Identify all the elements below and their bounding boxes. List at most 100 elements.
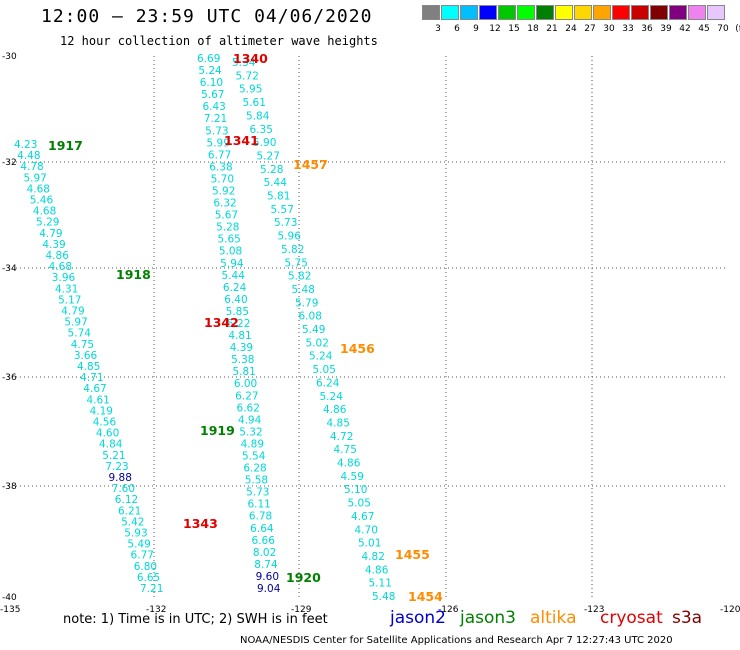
satellite-name: jason3 bbox=[460, 608, 516, 628]
swh-value: 5.17 bbox=[58, 294, 81, 306]
swh-value: 7.21 bbox=[140, 583, 163, 595]
swh-value: 4.39 bbox=[230, 342, 253, 354]
swh-value: 6.00 bbox=[234, 378, 257, 390]
swh-value: 5.67 bbox=[201, 89, 224, 101]
swh-value: 6.38 bbox=[209, 161, 232, 173]
swh-value: 5.84 bbox=[246, 110, 270, 122]
swh-value: 4.89 bbox=[241, 438, 264, 450]
swh-value: 6.35 bbox=[250, 124, 273, 136]
swh-value: 5.97 bbox=[64, 317, 87, 329]
swh-value: 6.24 bbox=[316, 377, 340, 389]
swh-value: 5.93 bbox=[124, 528, 147, 540]
swh-value: 5.58 bbox=[245, 475, 268, 487]
swh-value: 5.99 bbox=[207, 137, 230, 149]
swh-value: 4.60 bbox=[96, 428, 119, 440]
swh-value: 6.12 bbox=[115, 494, 138, 506]
legend-swatch bbox=[593, 5, 611, 20]
swh-value: 5.24 bbox=[198, 65, 222, 77]
swh-value: 6.11 bbox=[247, 499, 270, 511]
swh-value: 6.21 bbox=[118, 505, 141, 517]
lat-tick-label: -34 bbox=[2, 264, 17, 274]
legend-swatch bbox=[460, 5, 478, 20]
legend-swatch bbox=[536, 5, 554, 20]
pass-time-label: 1457 bbox=[293, 157, 328, 172]
swh-value: 4.84 bbox=[99, 439, 123, 451]
lat-tick-label: -32 bbox=[2, 158, 17, 168]
swh-value: 4.39 bbox=[42, 239, 65, 251]
legend-swatch bbox=[574, 5, 592, 20]
swh-value: 8.02 bbox=[253, 547, 276, 559]
swh-value: 9.04 bbox=[257, 583, 281, 595]
pass-time-label: 1920 bbox=[286, 570, 321, 585]
legend-label: 15 bbox=[508, 24, 520, 34]
swh-value: 5.57 bbox=[271, 204, 294, 216]
swh-value: 5.48 bbox=[292, 284, 315, 296]
swh-value: 4.31 bbox=[55, 283, 78, 295]
lat-tick-label: -36 bbox=[2, 373, 17, 383]
swh-value: 7.60 bbox=[112, 483, 135, 495]
swh-value: 5.70 bbox=[211, 173, 234, 185]
pass-time-label: 1341 bbox=[224, 133, 259, 148]
swh-value: 4.79 bbox=[61, 306, 84, 318]
swh-value: 5.08 bbox=[219, 246, 242, 258]
swh-value: 5.22 bbox=[227, 318, 250, 330]
swh-value: 4.67 bbox=[83, 383, 106, 395]
swh-value: 6.78 bbox=[249, 511, 272, 523]
lon-tick-label: -126 bbox=[438, 605, 459, 615]
swh-value: 5.38 bbox=[231, 354, 254, 366]
swh-value: 5.49 bbox=[127, 539, 150, 551]
legend-label: 27 bbox=[584, 24, 596, 34]
satellite-name: altika bbox=[530, 608, 577, 628]
swh-value: 6.08 bbox=[299, 311, 322, 323]
swh-value: 6.77 bbox=[208, 149, 231, 161]
swh-value: 5.05 bbox=[348, 498, 371, 510]
legend-swatch bbox=[555, 5, 573, 20]
swh-value: 4.70 bbox=[355, 524, 378, 536]
swh-value: 5.81 bbox=[232, 366, 255, 378]
legend-swatch bbox=[441, 5, 459, 20]
legend-label: 24 bbox=[565, 24, 577, 34]
swh-value: 4.67 bbox=[351, 511, 374, 523]
swh-value: 5.44 bbox=[222, 270, 246, 282]
swh-value: 5.27 bbox=[257, 150, 280, 162]
legend-label: 42 bbox=[679, 24, 691, 34]
swh-value: 5.48 bbox=[372, 591, 395, 603]
pass-time-label: 1342 bbox=[204, 315, 239, 330]
legend-label: 3 bbox=[435, 24, 441, 34]
legend-label: 39 bbox=[660, 24, 672, 34]
pass-time-label: 1340 bbox=[233, 51, 268, 66]
footer-note: note: 1) Time is in UTC; 2) SWH is in fe… bbox=[63, 612, 328, 627]
swh-value: 4.86 bbox=[46, 250, 70, 262]
legend-label: 33 bbox=[622, 24, 634, 34]
swh-value: 4.85 bbox=[327, 417, 350, 429]
satellite-name: cryosat bbox=[600, 608, 663, 628]
swh-value: 6.28 bbox=[243, 463, 266, 475]
swh-value: 4.81 bbox=[228, 330, 251, 342]
swh-value: 5.42 bbox=[121, 516, 144, 528]
legend-swatch bbox=[707, 5, 725, 20]
satellite-name: s3a bbox=[672, 608, 703, 628]
swh-value: 5.21 bbox=[102, 450, 125, 462]
swh-value: 4.75 bbox=[71, 339, 94, 351]
footer-credit: NOAA/NESDIS Center for Satellite Applica… bbox=[240, 635, 673, 646]
swh-value: 5.02 bbox=[306, 337, 329, 349]
swh-value: 5.61 bbox=[243, 97, 266, 109]
legend-label: 12 bbox=[489, 24, 501, 34]
swh-value: 4.19 bbox=[90, 405, 113, 417]
swh-value: 4.68 bbox=[33, 206, 56, 218]
swh-value: 5.82 bbox=[288, 271, 311, 283]
swh-value: 6.40 bbox=[224, 294, 247, 306]
swh-value: 6.43 bbox=[202, 101, 225, 113]
swh-value: 4.82 bbox=[362, 551, 385, 563]
map-subtitle: 12 hour collection of altimeter wave hei… bbox=[60, 34, 378, 48]
swh-value: 6.64 bbox=[250, 523, 274, 535]
lon-tick-label: -120 bbox=[720, 605, 740, 615]
lat-tick-label: -30 bbox=[2, 52, 17, 62]
swh-value: 5.81 bbox=[267, 191, 290, 203]
pass-time-label: 1456 bbox=[340, 341, 375, 356]
swh-value: 4.68 bbox=[49, 261, 72, 273]
swh-value: 5.95 bbox=[239, 84, 262, 96]
legend-swatch bbox=[498, 5, 516, 20]
pass-time-label: 1919 bbox=[200, 423, 235, 438]
